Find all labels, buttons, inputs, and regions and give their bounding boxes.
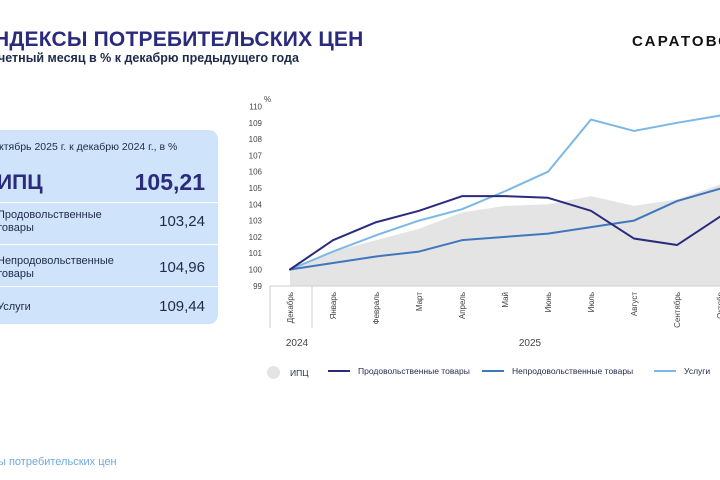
x-tick-label: Сентябрь [673, 292, 682, 328]
summary-card-title: ктябрь 2025 г. к декабрю 2024 г., в % [0, 141, 178, 153]
y-tick-label: 99 [253, 282, 262, 291]
legend-item-nonfood: Непродовольственные товары [482, 366, 633, 376]
summary-card [0, 130, 218, 324]
card-divider [0, 202, 218, 203]
y-tick-label: 102 [249, 233, 263, 242]
card-divider [0, 244, 218, 245]
legend-label-nonfood: Непродовольственные товары [512, 366, 634, 376]
legend-swatch-ipc [267, 366, 280, 379]
y-tick-label: 108 [249, 135, 263, 144]
y-tick-label: 106 [249, 168, 263, 177]
food-label: Продовольственные товары [0, 209, 102, 234]
y-tick-label: 105 [249, 184, 263, 193]
x-tick-label: Декабрь [286, 292, 295, 323]
x-tick-label: Март [415, 292, 424, 311]
x-tick-label: Апрель [458, 292, 467, 319]
nonfood-value: 104,96 [159, 259, 205, 276]
y-tick-label: 110 [249, 103, 262, 112]
legend-item-food: Продовольственные товары [328, 366, 470, 376]
page-title: НДЕКСЫ ПОТРЕБИТЕЛЬСКИХ ЦЕН [0, 28, 364, 51]
legend-swatch-nonfood [482, 370, 504, 372]
year-label: 2025 [519, 338, 542, 349]
legend-label-ipc: ИПЦ [290, 367, 309, 378]
y-tick-label: 103 [249, 217, 263, 226]
brand-logo: САРАТОВС [632, 33, 720, 50]
footer-caption: ы потребительских цен [0, 456, 117, 468]
x-tick-label: Август [630, 292, 639, 316]
series-area-ipc [290, 184, 720, 286]
series-line-services [289, 114, 720, 271]
legend-swatch-food [328, 370, 350, 372]
x-tick-label: Февраль [372, 292, 381, 325]
legend-label-services: Услуги [684, 366, 711, 376]
y-tick-label: 101 [249, 249, 263, 258]
ipc-label: ИПЦ [0, 171, 43, 194]
y-tick-label: 100 [249, 266, 263, 275]
card-divider [0, 286, 218, 287]
y-axis-unit: % [264, 95, 271, 104]
y-tick-label: 107 [249, 151, 263, 160]
services-value: 109,44 [159, 298, 205, 315]
series-line-food [289, 195, 720, 271]
year-label: 2024 [286, 338, 309, 349]
x-tick-label: Январь [329, 292, 338, 319]
page-subtitle: четный месяц в % к декабрю предыдущего г… [0, 51, 299, 65]
series-line-nonfood [289, 187, 720, 271]
x-tick-label: Июнь [544, 292, 553, 312]
y-tick-label: 109 [249, 119, 263, 128]
x-tick-label: Июль [587, 292, 596, 312]
nonfood-label: Непродовольственные товары [0, 255, 114, 280]
legend-item-services: Услуги [654, 366, 710, 376]
services-label: Услуги [0, 301, 31, 313]
x-tick-label: Октябр [716, 291, 720, 318]
y-tick-label: 104 [249, 200, 263, 209]
food-value: 103,24 [159, 213, 205, 230]
ipc-value: 105,21 [134, 169, 205, 195]
legend-item-ipc: ИПЦ [267, 366, 309, 379]
legend-label-food: Продовольственные товары [358, 366, 470, 376]
legend-swatch-services [654, 370, 676, 372]
x-tick-label: Май [501, 292, 510, 308]
